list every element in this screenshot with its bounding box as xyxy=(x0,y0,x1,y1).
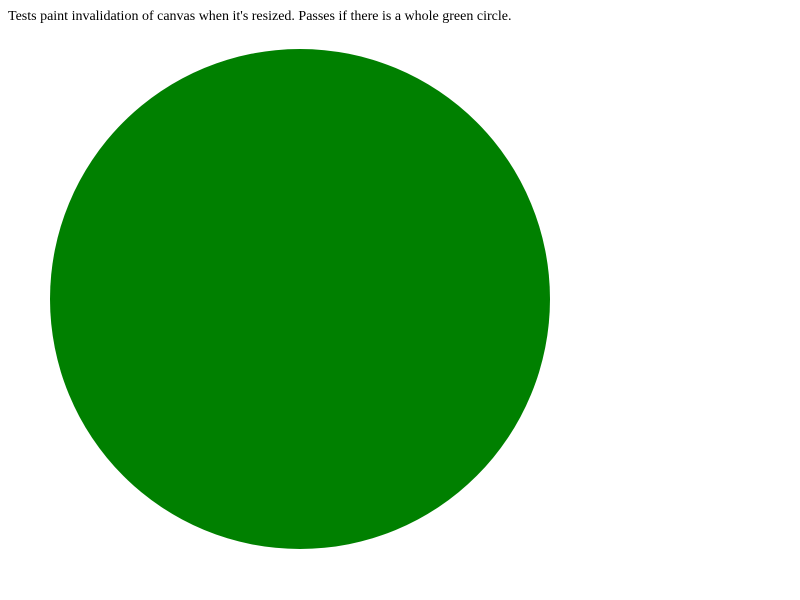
resized-canvas xyxy=(50,49,550,549)
test-description: Tests paint invalidation of canvas when … xyxy=(8,9,512,24)
green-circle xyxy=(50,49,550,549)
canvas-surface xyxy=(50,49,550,549)
